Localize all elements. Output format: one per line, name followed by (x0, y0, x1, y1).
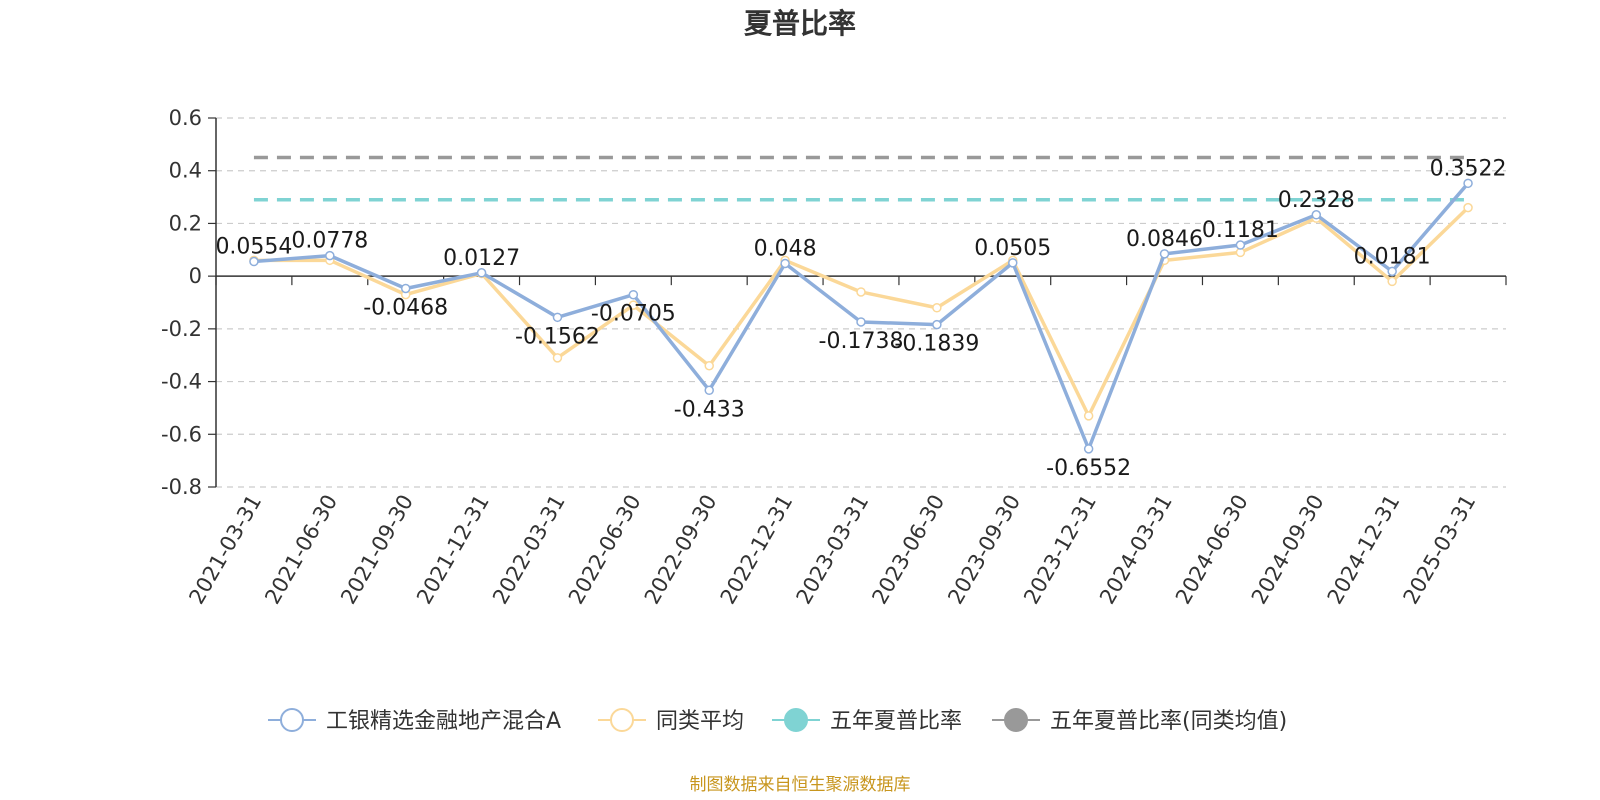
legend-item[interactable]: 五年夏普比率 (772, 708, 962, 734)
legend-item[interactable]: 工银精选金融地产混合A (268, 708, 561, 734)
x-tick-label: 2024-12-31 (1323, 491, 1405, 609)
data-label: 0.1181 (1202, 218, 1279, 243)
legend-swatch-marker (784, 708, 808, 732)
data-label: 0.0181 (1354, 244, 1431, 269)
data-point (1008, 258, 1018, 268)
data-point (1159, 249, 1170, 259)
y-tick-label: 0.2 (169, 211, 202, 235)
x-tick-label: 2021-09-30 (336, 491, 418, 609)
grid-lines (216, 117, 1506, 488)
data-point (1463, 202, 1473, 213)
data-point (856, 317, 866, 327)
y-tick-label: 0.4 (169, 159, 202, 183)
x-tick-label: 2022-12-31 (716, 491, 798, 609)
x-tick-label: 2021-12-31 (412, 491, 494, 609)
data-point (704, 385, 714, 396)
data-point (932, 303, 942, 313)
y-tick-label: -0.4 (161, 370, 202, 394)
x-tick-label: 2021-06-30 (260, 491, 342, 609)
data-point (249, 256, 259, 267)
x-tick-label: 2021-03-31 (184, 491, 266, 609)
legend[interactable]: 工银精选金融地产混合A 同类平均 五年夏普比率 五年夏普比率(同类均值) (268, 708, 1287, 734)
legend-label: 五年夏普比率 (830, 709, 962, 734)
data-label: 0.0778 (291, 229, 368, 254)
data-label: 0.0127 (443, 246, 520, 271)
chart-title: 夏普比率 (744, 7, 856, 40)
x-tick-label: 2023-03-31 (792, 491, 874, 609)
data-label: 0.3522 (1430, 156, 1507, 181)
data-label: -0.1738 (819, 329, 904, 354)
x-tick-label: 2023-12-31 (1019, 491, 1101, 609)
legend-label: 五年夏普比率(同类均值) (1050, 709, 1287, 734)
y-tick-label: -0.2 (161, 317, 202, 341)
data-point (552, 353, 563, 363)
data-label: 0.0505 (974, 236, 1051, 261)
data-point (628, 289, 639, 300)
x-tick-label: 2024-09-30 (1247, 491, 1329, 609)
legend-item[interactable]: 五年夏普比率(同类均值) (992, 708, 1287, 734)
legend-swatch-marker (610, 708, 634, 732)
x-tick-label: 2022-03-31 (488, 491, 570, 609)
data-label: 0.048 (754, 236, 817, 261)
axes: 0.60.40.20-0.2-0.4-0.6-0.82021-03-312021… (161, 106, 1507, 609)
data-point (400, 283, 411, 294)
data-point (932, 319, 942, 330)
data-point (1235, 240, 1246, 250)
data-point (1083, 411, 1094, 421)
data-point (780, 258, 790, 269)
series-lines (249, 155, 1473, 454)
data-label: -0.1839 (894, 332, 979, 357)
data-label: 0.0846 (1126, 227, 1203, 252)
data-label: -0.0705 (591, 302, 676, 327)
source-note: 制图数据来自恒生聚源数据库 (690, 775, 911, 795)
x-tick-label: 2025-03-31 (1399, 491, 1481, 609)
data-label: -0.6552 (1046, 456, 1131, 481)
data-point (1083, 444, 1094, 454)
x-tick-label: 2023-06-30 (867, 491, 949, 609)
data-point (1387, 276, 1397, 287)
x-tick-label: 2024-03-31 (1095, 491, 1177, 609)
data-point (1463, 178, 1473, 189)
y-tick-label: -0.6 (161, 422, 202, 446)
y-tick-label: -0.8 (161, 475, 202, 499)
y-tick-label: 0.6 (169, 106, 202, 130)
x-tick-label: 2024-06-30 (1171, 491, 1253, 609)
data-point (325, 250, 335, 261)
data-point (628, 300, 639, 310)
legend-swatch-marker (280, 708, 304, 732)
x-tick-label: 2023-09-30 (943, 490, 1025, 608)
data-point (476, 268, 487, 278)
data-point (552, 312, 563, 323)
data-point (1387, 266, 1397, 277)
data-label: -0.0468 (363, 295, 448, 320)
data-label: -0.1562 (515, 324, 600, 349)
data-label: 0.2328 (1278, 188, 1355, 213)
x-tick-label: 2022-09-30 (640, 491, 722, 609)
legend-label: 同类平均 (656, 709, 744, 734)
data-point (856, 287, 866, 297)
data-point (704, 361, 714, 371)
data-label: 0.0554 (215, 235, 292, 260)
legend-item[interactable]: 同类平均 (598, 708, 744, 734)
legend-swatch-marker (1004, 708, 1028, 732)
x-tick-label: 2022-06-30 (564, 491, 646, 609)
data-point (1311, 210, 1322, 220)
legend-label: 工银精选金融地产混合A (326, 709, 561, 734)
data-label: -0.433 (674, 397, 745, 422)
y-tick-label: 0 (189, 264, 202, 288)
